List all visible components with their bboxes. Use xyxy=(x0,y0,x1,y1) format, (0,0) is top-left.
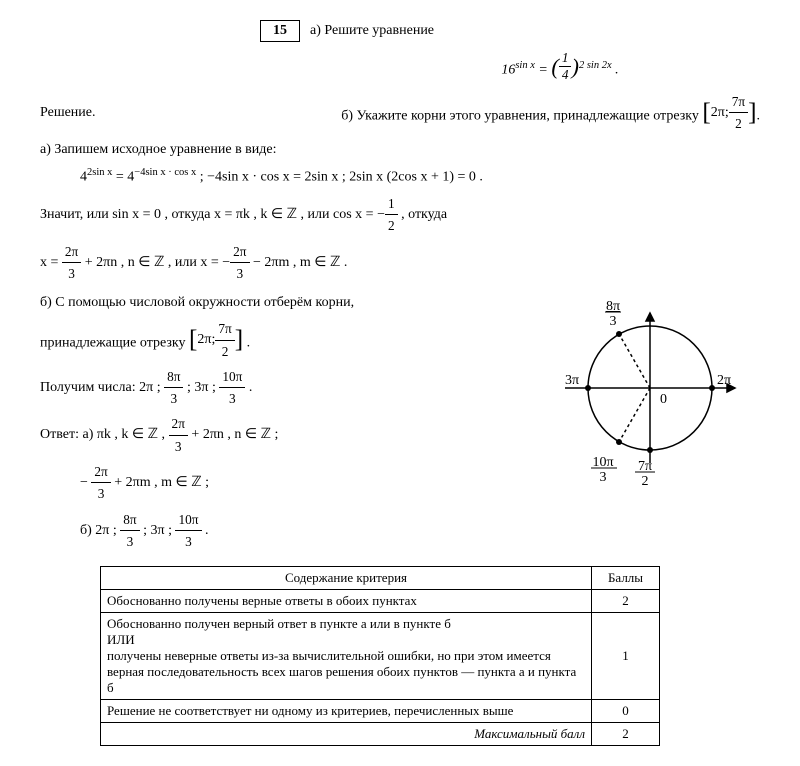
solution-heading: Решение. xyxy=(40,102,96,124)
criterion-text: Обоснованно получены верные ответы в обо… xyxy=(101,590,592,613)
left-column: б) С помощью числовой окружности отберём… xyxy=(40,288,510,556)
header-score: Баллы xyxy=(592,567,660,590)
diagram-column: 8π 3 3π 2π 0 10π 3 7π 2 xyxy=(530,288,760,488)
svg-text:2: 2 xyxy=(642,474,649,488)
table-header-row: Содержание критерия Баллы xyxy=(101,567,660,590)
solution-heading-row: Решение. б) Укажите корни этого уравнени… xyxy=(40,91,760,135)
criterion-score: 1 xyxy=(592,613,660,700)
problem-number-box: 15 xyxy=(260,20,300,42)
criterion-score: 0 xyxy=(592,700,660,723)
svg-text:2π: 2π xyxy=(717,373,731,388)
svg-text:3: 3 xyxy=(610,314,617,329)
criteria-table: Содержание критерия Баллы Обоснованно по… xyxy=(100,566,660,746)
part-a-label: а) Решите уравнение xyxy=(310,23,434,39)
two-column-section: б) С помощью числовой окружности отберём… xyxy=(40,288,760,556)
header-criterion: Содержание критерия xyxy=(101,567,592,590)
table-row: Обоснованно получен верный ответ в пункт… xyxy=(101,613,660,700)
problem-header: 15 а) Решите уравнение xyxy=(260,20,760,42)
svg-text:3π: 3π xyxy=(565,373,579,388)
part-b-label: б) Укажите корни этого уравнения, принад… xyxy=(341,91,760,135)
sol-line2: 42sin x = 4−4sin x · cos x ; −4sin x · c… xyxy=(80,165,760,189)
sol-line3: Значит, или sin x = 0 , откуда x = πk , … xyxy=(40,193,760,237)
table-max-row: Максимальный балл 2 xyxy=(101,723,660,746)
answer-line-a: Ответ: а) πk , k ∈ ℤ , 2π3 + 2πn , n ∈ ℤ… xyxy=(40,413,510,457)
table-row: Решение не соответствует ни одному из кр… xyxy=(101,700,660,723)
svg-text:0: 0 xyxy=(660,392,667,407)
max-score: 2 xyxy=(592,723,660,746)
sol-line6: принадлежащие отрезку [2π; 7π2] . xyxy=(40,318,510,362)
sol-line5: б) С помощью числовой окружности отберём… xyxy=(40,292,510,314)
sol-line1: а) Запишем исходное уравнение в виде: xyxy=(40,139,760,161)
criterion-text: Решение не соответствует ни одному из кр… xyxy=(101,700,592,723)
unit-circle-diagram: 8π 3 3π 2π 0 10π 3 7π 2 xyxy=(535,288,755,488)
criterion-score: 2 xyxy=(592,590,660,613)
sol-line7: Получим числа: 2π ; 8π3 ; 3π ; 10π3 . xyxy=(40,366,510,410)
table-row: Обоснованно получены верные ответы в обо… xyxy=(101,590,660,613)
answer-line-b: б) 2π ; 8π3 ; 3π ; 10π3 . xyxy=(80,509,510,553)
answer-line-a2: − 2π3 + 2πm , m ∈ ℤ ; xyxy=(80,461,510,505)
max-label: Максимальный балл xyxy=(101,723,592,746)
sol-line4: x = 2π3 + 2πn , n ∈ ℤ , или x = −2π3 − 2… xyxy=(40,241,760,285)
criterion-text: Обоснованно получен верный ответ в пункт… xyxy=(101,613,592,700)
svg-text:3: 3 xyxy=(600,470,607,485)
main-equation: 16sin x = (14)2 sin 2x . xyxy=(360,50,760,83)
